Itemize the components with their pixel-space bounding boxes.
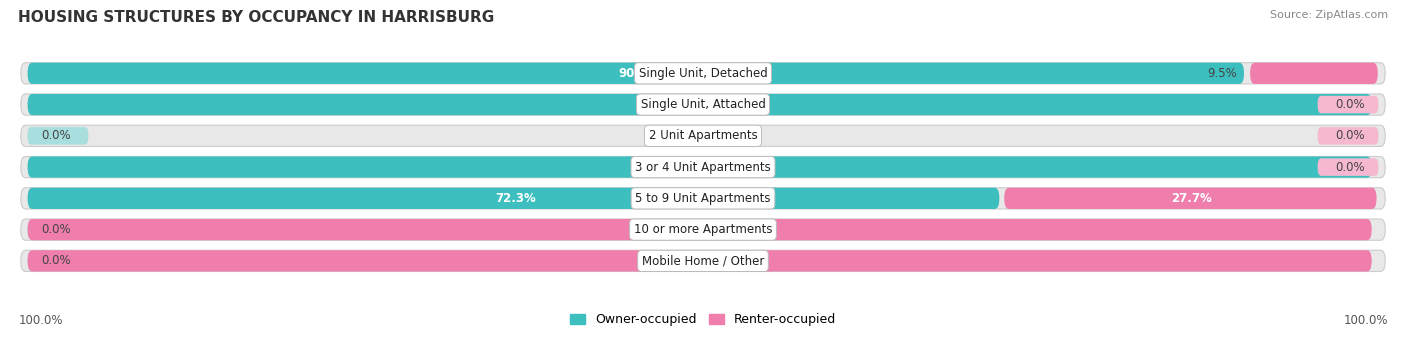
Text: 100.0%: 100.0% bbox=[679, 98, 727, 111]
FancyBboxPatch shape bbox=[28, 221, 89, 238]
Text: 100.0%: 100.0% bbox=[679, 161, 727, 174]
FancyBboxPatch shape bbox=[21, 63, 1385, 84]
Text: 72.3%: 72.3% bbox=[495, 192, 536, 205]
FancyBboxPatch shape bbox=[21, 219, 1385, 240]
Text: 90.5%: 90.5% bbox=[619, 67, 659, 80]
Text: 0.0%: 0.0% bbox=[41, 223, 70, 236]
FancyBboxPatch shape bbox=[28, 63, 1244, 84]
FancyBboxPatch shape bbox=[28, 219, 1372, 240]
Text: 100.0%: 100.0% bbox=[1343, 314, 1388, 327]
FancyBboxPatch shape bbox=[21, 188, 1385, 209]
Text: 2 Unit Apartments: 2 Unit Apartments bbox=[648, 129, 758, 142]
FancyBboxPatch shape bbox=[21, 125, 1385, 147]
Text: 0.0%: 0.0% bbox=[41, 129, 70, 142]
Text: 0.0%: 0.0% bbox=[1336, 129, 1365, 142]
Text: 27.7%: 27.7% bbox=[1171, 192, 1212, 205]
FancyBboxPatch shape bbox=[28, 188, 1000, 209]
FancyBboxPatch shape bbox=[28, 94, 1372, 115]
Text: 9.5%: 9.5% bbox=[1206, 67, 1237, 80]
FancyBboxPatch shape bbox=[28, 157, 1372, 178]
FancyBboxPatch shape bbox=[28, 127, 89, 145]
Text: 5 to 9 Unit Apartments: 5 to 9 Unit Apartments bbox=[636, 192, 770, 205]
FancyBboxPatch shape bbox=[1317, 96, 1378, 113]
Text: Single Unit, Detached: Single Unit, Detached bbox=[638, 67, 768, 80]
Text: 0.0%: 0.0% bbox=[1336, 161, 1365, 174]
FancyBboxPatch shape bbox=[1317, 158, 1378, 176]
Text: 3 or 4 Unit Apartments: 3 or 4 Unit Apartments bbox=[636, 161, 770, 174]
Text: 10 or more Apartments: 10 or more Apartments bbox=[634, 223, 772, 236]
Text: Mobile Home / Other: Mobile Home / Other bbox=[641, 254, 765, 267]
Text: 100.0%: 100.0% bbox=[679, 254, 727, 267]
FancyBboxPatch shape bbox=[1250, 63, 1378, 84]
FancyBboxPatch shape bbox=[28, 250, 1372, 271]
Text: Single Unit, Attached: Single Unit, Attached bbox=[641, 98, 765, 111]
Text: HOUSING STRUCTURES BY OCCUPANCY IN HARRISBURG: HOUSING STRUCTURES BY OCCUPANCY IN HARRI… bbox=[18, 10, 495, 25]
Text: 0.0%: 0.0% bbox=[1336, 98, 1365, 111]
FancyBboxPatch shape bbox=[21, 94, 1385, 115]
Text: 100.0%: 100.0% bbox=[18, 314, 63, 327]
FancyBboxPatch shape bbox=[28, 252, 89, 270]
FancyBboxPatch shape bbox=[1004, 188, 1376, 209]
Text: Source: ZipAtlas.com: Source: ZipAtlas.com bbox=[1270, 10, 1388, 20]
FancyBboxPatch shape bbox=[21, 250, 1385, 271]
FancyBboxPatch shape bbox=[1317, 127, 1378, 145]
Text: 100.0%: 100.0% bbox=[679, 223, 727, 236]
Text: 0.0%: 0.0% bbox=[41, 254, 70, 267]
FancyBboxPatch shape bbox=[21, 157, 1385, 178]
Legend: Owner-occupied, Renter-occupied: Owner-occupied, Renter-occupied bbox=[565, 308, 841, 331]
